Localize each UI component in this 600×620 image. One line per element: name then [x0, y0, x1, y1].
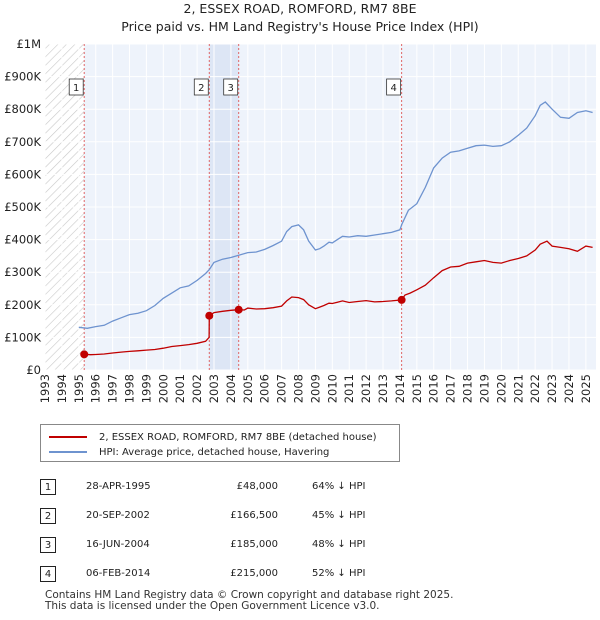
- legend-item-property: 2, ESSEX ROAD, ROMFORD, RM7 8BE (detache…: [49, 429, 377, 445]
- sale-point: [234, 305, 243, 314]
- y-tick-label: £200K: [4, 298, 41, 312]
- sales-table: 1 28-APR-1995 £48,000 64% ↓ HPI 2 20-SEP…: [40, 472, 432, 588]
- y-tick-label: £1M: [16, 37, 41, 51]
- y-axis: £0 £100K £200K £300K £400K £500K £600K £700K £80…: [4, 37, 41, 377]
- legend: 2, ESSEX ROAD, ROMFORD, RM7 8BE (detache…: [40, 424, 400, 462]
- x-tick-label: 2023: [545, 374, 559, 403]
- sale-date: 16-JUN-2004: [86, 539, 150, 550]
- footer: Contains HM Land Registry data © Crown c…: [45, 590, 453, 612]
- table-row: 3 16-JUN-2004 £185,000 48% ↓ HPI: [40, 530, 432, 559]
- legend-swatch-hpi: [49, 451, 87, 453]
- sale-label-number: 3: [228, 83, 234, 94]
- grid-lines: [44, 43, 596, 371]
- x-tick-label: 2000: [156, 374, 170, 403]
- x-tick-label: 2016: [427, 374, 441, 403]
- y-tick-label: £500K: [4, 200, 41, 214]
- sale-price: £48,000: [236, 481, 278, 492]
- sale-label-number: 4: [390, 83, 396, 94]
- y-tick-label: £100K: [4, 330, 41, 344]
- sale-point: [205, 311, 214, 320]
- sale-date: 28-APR-1995: [86, 481, 151, 492]
- x-tick-label: 2014: [393, 374, 407, 403]
- sale-price: £185,000: [230, 539, 278, 550]
- sale-number-badge: 4: [40, 565, 56, 582]
- x-tick-label: 2024: [562, 374, 576, 403]
- sale-label-box: [193, 78, 209, 96]
- table-row: 2 20-SEP-2002 £166,500 45% ↓ HPI: [40, 501, 432, 530]
- x-tick-label: 2002: [190, 374, 204, 403]
- x-tick-label: 2007: [275, 374, 289, 403]
- y-tick-label: £400K: [4, 233, 41, 247]
- x-tick-label: 1995: [72, 374, 86, 403]
- sale-date: 06-FEB-2014: [86, 568, 151, 579]
- sale-date: 20-SEP-2002: [86, 510, 150, 521]
- x-tick-label: 2005: [241, 374, 255, 403]
- x-tick-label: 2020: [494, 374, 508, 403]
- price-chart: 2, ESSEX ROAD, ROMFORD, RM7 8BE Price pa…: [4, 1, 596, 403]
- x-tick-label: 2004: [224, 374, 238, 403]
- y-tick-label: £800K: [4, 102, 41, 116]
- table-row: 1 28-APR-1995 £48,000 64% ↓ HPI: [40, 472, 432, 501]
- sale-label-box: [223, 78, 239, 96]
- sale-hpi-diff: 45% ↓ HPI: [312, 510, 366, 521]
- x-tick-label: 2006: [258, 374, 272, 403]
- chart-title: 2, ESSEX ROAD, ROMFORD, RM7 8BE: [184, 1, 417, 16]
- sale-label-number: 1: [73, 83, 79, 94]
- x-tick-label: 2001: [173, 374, 187, 403]
- sale-hpi-diff: 64% ↓ HPI: [312, 481, 366, 492]
- sale-hpi-diff: 52% ↓ HPI: [312, 568, 366, 579]
- x-tick-label: 2025: [579, 374, 593, 403]
- sale-hpi-diff: 48% ↓ HPI: [312, 539, 366, 550]
- y-tick-label: £700K: [4, 135, 41, 149]
- x-tick-label: 2015: [410, 374, 424, 403]
- x-tick-label: 1993: [38, 374, 52, 403]
- property-series-line: [84, 240, 593, 356]
- x-tick-label: 1994: [55, 374, 69, 403]
- x-tick-label: 1998: [123, 374, 137, 403]
- x-tick-label: 2013: [376, 374, 390, 403]
- x-tick-label: 2012: [359, 374, 373, 403]
- sale-price: £166,500: [230, 510, 278, 521]
- x-tick-label: 2022: [528, 374, 542, 403]
- legend-swatch-property: [49, 436, 87, 438]
- x-tick-label: 2008: [292, 374, 306, 403]
- sale-number-badge: 1: [40, 478, 56, 495]
- sale-label-box: [386, 78, 402, 96]
- x-axis: 1993 1994 1995 1996 1997 1998 1999 2000 2001 2002…: [38, 374, 593, 403]
- x-tick-label: 2011: [342, 374, 356, 403]
- sale-price: £215,000: [230, 568, 278, 579]
- table-row: 4 06-FEB-2014 £215,000 52% ↓ HPI: [40, 559, 432, 588]
- sale-number-badge: 3: [40, 536, 56, 553]
- x-tick-label: 1997: [106, 374, 120, 403]
- legend-label-hpi: HPI: Average price, detached house, Have…: [99, 446, 330, 458]
- sale-label-box: [68, 78, 84, 96]
- x-tick-label: 2003: [207, 374, 221, 403]
- y-tick-label: £300K: [4, 265, 41, 279]
- hpi-series-line: [78, 101, 593, 329]
- sale-point: [80, 350, 89, 359]
- x-tick-label: 2017: [444, 374, 458, 403]
- sale-number-badge: 2: [40, 507, 56, 524]
- legend-item-hpi: HPI: Average price, detached house, Have…: [49, 444, 329, 460]
- x-tick-label: 2019: [477, 374, 491, 403]
- x-tick-label: 1996: [89, 374, 103, 403]
- legend-label-property: 2, ESSEX ROAD, ROMFORD, RM7 8BE (detache…: [99, 431, 377, 443]
- x-tick-label: 2009: [308, 374, 322, 403]
- x-tick-label: 1999: [139, 374, 153, 403]
- y-tick-label: £900K: [4, 70, 41, 84]
- y-tick-label: £600K: [4, 167, 41, 181]
- x-tick-label: 2010: [325, 374, 339, 403]
- sale-point: [397, 295, 406, 304]
- sale-number-labels: 1 2 3 4: [68, 78, 402, 96]
- footer-copyright: Contains HM Land Registry data © Crown c…: [45, 589, 454, 601]
- sale-points: [80, 295, 406, 359]
- footer-licence: This data is licensed under the Open Gov…: [45, 600, 380, 612]
- x-tick-label: 2021: [511, 374, 525, 403]
- x-tick-label: 2018: [461, 374, 475, 403]
- y-tick-label: £0: [26, 363, 41, 377]
- sale-label-number: 2: [198, 83, 204, 94]
- chart-subtitle: Price paid vs. HM Land Registry's House …: [121, 19, 478, 34]
